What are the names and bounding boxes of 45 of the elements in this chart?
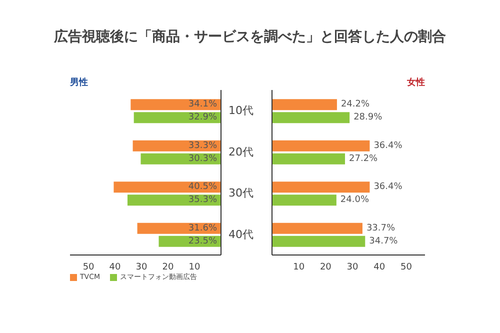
data-label: 36.4% [374,182,403,192]
data-label: 33.3% [188,140,218,151]
data-label: 35.3% [188,195,218,206]
data-label: 31.6% [188,223,218,234]
data-label: 28.9% [354,112,383,123]
y-tick-label: 40代 [228,228,254,241]
bar [272,153,346,164]
x-tick-label: 40 [109,262,122,272]
bar [272,99,337,110]
x-tick-label: 30 [346,262,359,272]
bar [114,182,221,193]
bar [272,194,336,206]
x-tick-label: 40 [374,262,386,272]
data-label: 34.7% [369,236,398,246]
bar [130,99,221,110]
x-tick-label: 10 [293,262,305,272]
data-label: 27.2% [349,154,378,164]
bar [272,182,370,193]
chart-subtitle: 男性 [70,76,88,89]
bar [272,140,370,152]
data-label: 40.5% [188,182,218,192]
x-tick-label: 20 [320,262,332,272]
bar [272,222,362,234]
bar [132,140,221,152]
data-label: 23.5% [188,236,218,246]
y-tick-label: 10代 [228,104,254,118]
chart-subtitle: 女性 [407,76,425,89]
data-label: 36.4% [374,140,403,151]
y-tick-label: 30代 [228,186,254,200]
bar [127,194,221,206]
data-label: 24.0% [340,195,370,206]
text: 広告視聴後に「商品・サービスを調べた」と回答した人の割合 [52,28,447,46]
x-tick-label: 30 [136,262,148,272]
x-tick-label: 20 [162,262,174,272]
x-tick-label: 10 [188,262,201,272]
bar [272,112,350,124]
data-label: 30.3% [188,154,218,164]
data-label: 34.1% [188,100,218,110]
data-label: 32.9% [188,112,218,123]
y-tick-label: 20代 [228,145,254,158]
x-tick-label: 50 [82,262,95,272]
bar [272,236,366,247]
x-tick-label: 50 [400,262,412,272]
data-label: 33.7% [366,223,396,234]
data-label: 24.2% [340,100,370,110]
